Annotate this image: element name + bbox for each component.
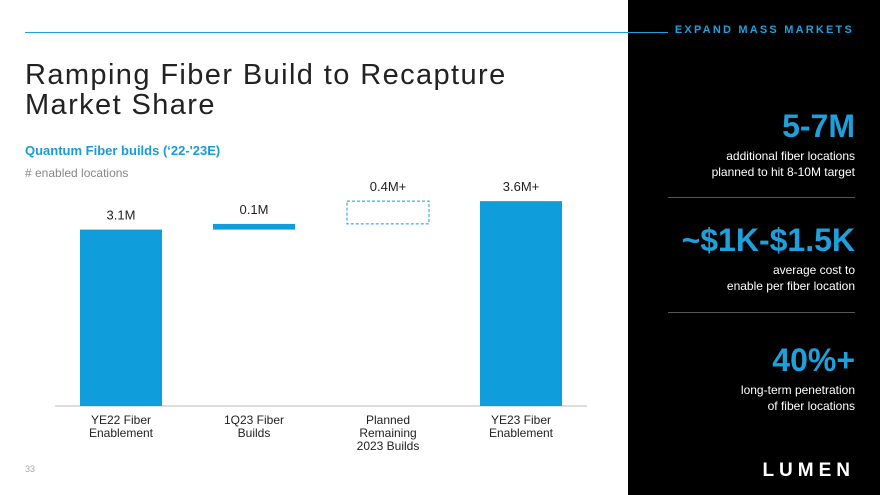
stats-panel [628, 0, 880, 495]
stat-desc-line-1: average cost to [772, 263, 855, 277]
stat-description: long-term penetration of fiber locations [741, 382, 855, 414]
category-label-line: 2023 Builds [357, 439, 420, 453]
category-label-line: Enablement [89, 426, 154, 440]
chart-subtitle: Quantum Fiber builds (‘22-'23E) [25, 143, 221, 158]
title-line-1: Ramping Fiber Build to Recapture [25, 59, 507, 91]
category-label-line: 1Q23 Fiber [224, 413, 284, 427]
data-label: 3.1M [107, 208, 136, 223]
page-title: Ramping Fiber Build to Recapture Market … [25, 60, 585, 120]
stat-desc-line-2: of fiber locations [767, 399, 855, 413]
stat-cost: ~$1K-$1.5K average cost to enable per fi… [682, 222, 855, 294]
category-label-line: Enablement [489, 426, 554, 440]
stat-desc-line-2: enable per fiber location [726, 279, 855, 293]
category-label: YE22 Fiber Enablement [89, 413, 154, 440]
data-label: 0.1M [240, 202, 269, 217]
stat-divider [668, 312, 855, 313]
lumen-logo: LUMEN [762, 460, 855, 481]
stat-value: 5-7M [782, 108, 855, 144]
category-label: Planned Remaining 2023 Builds [357, 413, 420, 453]
unit-label: # enabled locations [25, 166, 129, 180]
header-rule [25, 32, 668, 33]
data-label: 0.4M+ [370, 179, 407, 194]
stat-desc-line-2: planned to hit 8-10M target [711, 165, 855, 179]
title-line-2: Market Share [25, 89, 216, 121]
stat-divider [668, 197, 855, 198]
category-label-line: Remaining [359, 426, 416, 440]
bar-1 [80, 229, 162, 406]
page-number: 33 [25, 464, 36, 474]
stat-desc-line-1: additional fiber locations [726, 149, 855, 163]
category-label: 1Q23 Fiber Builds [224, 413, 284, 440]
data-label: 3.6M+ [503, 179, 540, 194]
stat-penetration: 40%+ long-term penetration of fiber loca… [741, 342, 855, 414]
category-label-line: Builds [238, 426, 271, 440]
stat-desc-line-1: long-term penetration [740, 383, 855, 397]
section-tag: EXPAND MASS MARKETS [674, 24, 854, 36]
stat-description: average cost to enable per fiber locatio… [682, 262, 855, 294]
category-label-line: Planned [366, 413, 410, 427]
stat-value: 40%+ [772, 342, 855, 378]
category-label-line: YE23 Fiber [491, 413, 551, 427]
stat-description: additional fiber locations planned to hi… [712, 148, 855, 180]
main-panel: Ramping Fiber Build to Recapture Market … [25, 60, 587, 474]
category-label: YE23 Fiber Enablement [489, 413, 554, 440]
bar-planned-remaining [346, 200, 430, 225]
bar-4 [480, 201, 562, 406]
category-label-line: YE22 Fiber [91, 413, 151, 427]
stat-value: ~$1K-$1.5K [681, 222, 855, 258]
stat-fiber-locations: 5-7M additional fiber locations planned … [712, 108, 855, 180]
bar-2 [213, 223, 295, 230]
